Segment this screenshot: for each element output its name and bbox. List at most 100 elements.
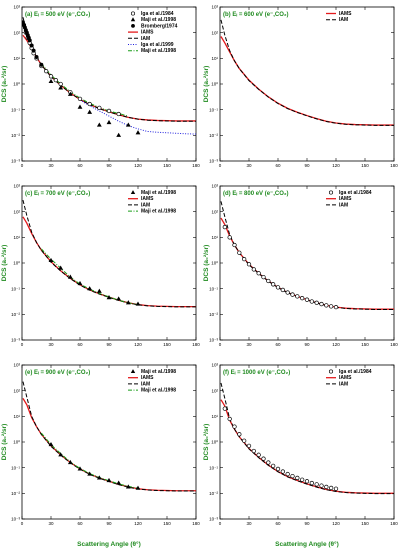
legend-entry: IAMS [326,11,352,17]
legend-label: IAM [141,36,150,42]
legend-entry: Maji et al./1998 [130,17,176,23]
data-point-iga [48,74,54,79]
data-point-maji-triangle [96,122,102,127]
data-point-iga [324,484,329,490]
data-point-bromberg [34,55,39,60]
chart-panel-2: 0 30 60 90 120 150 180 10³ 10² 10¹ 10⁰ 10⁻¹ 10⁻² 10⁻³… [209,5,398,168]
x-tick-label: 180 [390,163,398,168]
plot-area [22,17,196,137]
plot-frame [21,364,197,520]
x-axis-title: Scattering Angle (θ°) [275,540,339,548]
data-point-maji-triangle [125,484,131,489]
x-tick-label: 150 [361,163,369,168]
panel-label: (e) Eᵢ = 900 eV (e⁻,CO₂) [25,370,90,376]
data-point-maji-triangle [58,265,64,270]
y-tick-label: 10⁻³ [11,517,20,522]
y-tick-label: 10⁰ [13,440,20,445]
legend-circle-open-icon [328,190,334,195]
legend-entry: IAM [128,36,150,42]
chart-panel-4: 0 30 60 90 120 150 180 10³ 10² 10¹ 10⁰ 10⁻¹ 10⁻² 10⁻³… [209,184,398,347]
legend-label: Iga et al./1984 [141,11,174,17]
data-point-iga [87,101,92,107]
legend-entry: IAMS [128,30,154,36]
y-tick-label: 10⁻² [209,491,218,496]
series-line-iga-et-al-1999 [79,99,196,135]
data-point-maji-triangle [48,257,54,263]
y-axis-title: DCS (a₀²/sr) [1,424,8,461]
y-tick-label: 10⁻³ [11,159,20,164]
legend-label: IAM [339,381,348,387]
series-line-iam [220,382,394,495]
legend-entry: Maji et al./1998 [128,209,176,215]
x-tick-label: 30 [246,342,252,347]
data-point-iga [285,290,290,295]
y-tick-label: 10¹ [211,235,218,240]
x-tick-label: 90 [304,521,310,526]
y-tick-label: 10³ [13,184,20,189]
data-point-iga [242,438,247,443]
data-point-iga [271,282,276,287]
x-tick-label: 60 [77,342,83,347]
series-line-iam [22,199,196,308]
data-point-maji-triangle [87,286,93,291]
x-tick-label: 120 [134,342,142,347]
data-point-iga [333,486,339,491]
y-tick-label: 10⁻¹ [11,286,20,291]
x-tick-label: 0 [219,163,222,168]
data-point-iga [304,297,310,302]
x-tick-label: 120 [134,163,142,168]
data-point-iga [227,416,232,422]
chart-panel-1: 0 30 60 90 120 150 180 10³ 10² 10¹ 10⁰ 10⁻¹ 10⁻² 10⁻³… [11,5,200,168]
legend-label: Iga et al./1984 [339,369,372,375]
data-point-iga [232,242,237,248]
data-point-iga [106,108,112,114]
y-tick-label: 10² [211,30,218,35]
x-tick-label: 90 [304,342,310,347]
legend-label: Maji et al./1998 [141,190,176,196]
y-tick-label: 10⁰ [211,82,218,87]
data-point-iga [256,452,261,457]
plot-frame [21,6,197,162]
data-point-maji-triangle [135,301,141,306]
y-tick-label: 10⁻¹ [209,465,218,470]
y-tick-label: 10⁰ [211,440,218,445]
legend-triangle-icon [130,190,136,194]
y-tick-label: 10³ [211,363,218,368]
legend-entry: Iga et al./1984 [328,369,372,375]
data-point-maji-triangle [77,466,83,471]
x-tick-label: 90 [106,163,112,168]
y-tick-label: 10² [211,388,218,393]
legend-label: IAMS [141,196,154,202]
data-point-iga [44,69,49,74]
y-tick-label: 10⁻¹ [209,107,218,112]
series-line-iams [220,36,394,126]
data-point-bromberg [39,62,44,67]
legend-label: IAMS [141,30,154,36]
data-point-iga [261,456,266,461]
data-point-iga [256,271,261,276]
legend-entry: Maji et al./1998 [130,369,176,375]
series-line-maji-et-al-1998 [40,432,139,489]
data-point-iga [261,274,266,280]
data-point-iga [324,303,329,308]
x-tick-label: 30 [48,521,54,526]
data-point-maji-triangle [67,274,73,279]
series-line-iam [22,17,196,122]
y-tick-label: 10¹ [13,56,20,61]
y-tick-label: 10¹ [211,56,218,61]
legend-entry: IAM [326,381,348,387]
legend-label: Maji et al./1998 [141,388,176,394]
y-tick-label: 10³ [13,5,20,10]
data-point-maji-triangle [106,119,112,125]
data-point-iga [246,443,252,449]
x-tick-label: 180 [192,163,200,168]
legend-label: IAMS [339,11,352,17]
series-line-iam [220,201,394,310]
chart-panel-6: 0 30 60 90 120 150 180 10³ 10² 10¹ 10⁰ 10⁻¹ 10⁻² 10⁻³… [209,363,398,526]
legend-label: IAMS [339,375,352,381]
y-tick-label: 10⁻² [11,491,20,496]
data-point-iga [237,250,242,255]
data-point-bromberg [29,43,34,48]
data-point-iga [97,105,102,111]
data-point-iga [251,267,256,272]
